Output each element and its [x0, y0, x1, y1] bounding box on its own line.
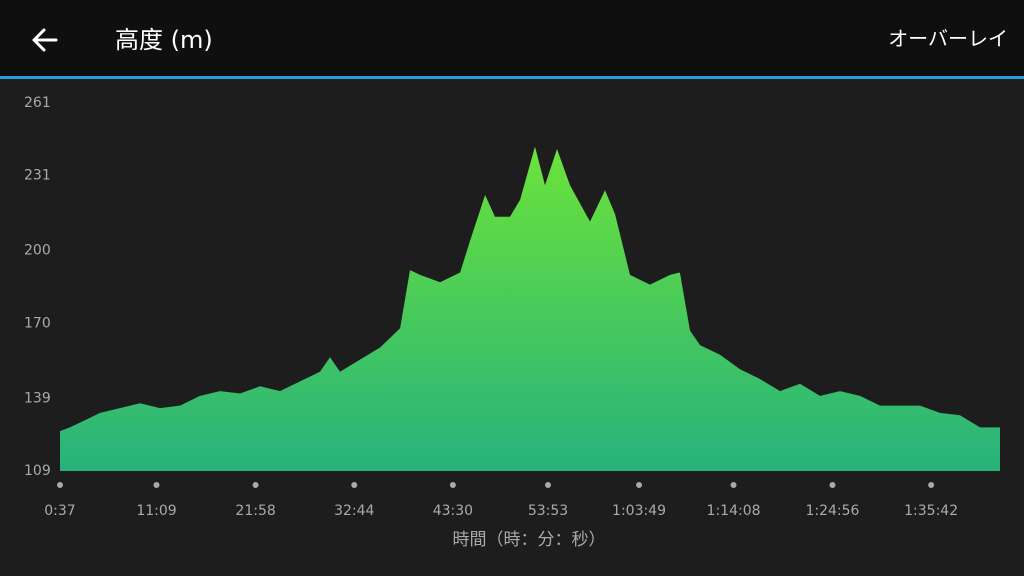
header-bar	[0, 0, 1024, 76]
header-accent	[0, 76, 1024, 79]
elevation-area	[60, 146, 1000, 471]
x-tick-dot	[449, 482, 456, 488]
x-tick-label: 1:14:08	[707, 503, 761, 519]
x-tick-label: 43:30	[433, 503, 473, 519]
y-tick-label: 261	[24, 95, 51, 111]
x-tick-dot	[153, 482, 160, 488]
x-axis-label: 時間（時：分：秒）	[453, 530, 606, 550]
back-button[interactable]	[32, 28, 58, 52]
y-tick-label: 231	[24, 168, 51, 184]
x-tick-dot	[829, 482, 836, 488]
y-tick-label: 139	[24, 390, 51, 406]
x-tick-label: 1:03:49	[612, 503, 666, 519]
x-tick-dot	[57, 482, 63, 488]
x-tick-dot	[636, 482, 643, 488]
x-tick-dot	[928, 482, 935, 488]
x-tick-dot	[730, 482, 737, 488]
y-tick-label: 200	[24, 243, 51, 259]
header-title: 高度 (m)	[115, 26, 213, 54]
y-tick-label: 109	[24, 463, 51, 479]
x-tick-label: 11:09	[136, 503, 176, 519]
x-tick-label: 1:35:42	[904, 503, 958, 519]
y-tick-label: 170	[24, 315, 51, 331]
x-tick-dot	[252, 482, 259, 488]
x-tick-dot	[351, 482, 358, 488]
x-tick-label: 0:37	[44, 503, 75, 519]
x-tick-label: 32:44	[334, 503, 374, 519]
x-tick-label: 53:53	[528, 503, 568, 519]
overlay-button[interactable]: オーバーレイ	[888, 27, 1008, 51]
x-tick-label: 21:58	[235, 503, 275, 519]
x-tick-label: 1:24:56	[805, 503, 859, 519]
x-tick-dot	[545, 482, 552, 488]
